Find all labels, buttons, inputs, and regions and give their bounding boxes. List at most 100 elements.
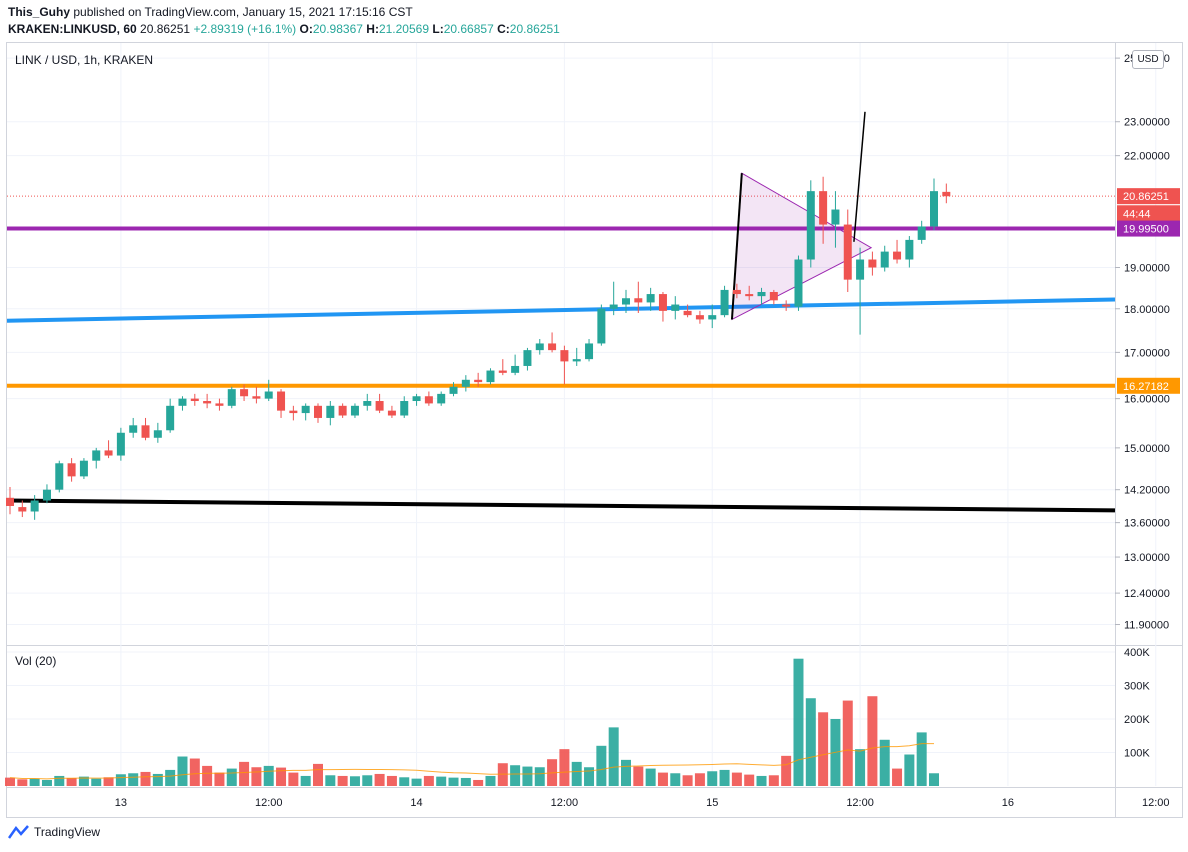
volume-bar	[263, 765, 274, 786]
price-tick-label: 18.00000	[1124, 304, 1170, 316]
candle-body	[424, 396, 433, 404]
candle-body	[634, 298, 643, 303]
candle-body	[6, 497, 14, 506]
candle-body	[18, 507, 27, 512]
last-price: 20.86251	[140, 22, 191, 36]
price-tick-label: 19.00000	[1124, 263, 1170, 275]
price-tick-label: 23.00000	[1124, 117, 1170, 129]
candle-body	[289, 410, 298, 414]
volume-bar	[867, 696, 878, 786]
volume-bar	[916, 732, 927, 786]
candle-body	[819, 191, 828, 225]
volume-bar	[744, 774, 755, 786]
volume-bar	[140, 771, 151, 786]
candle-body	[338, 405, 347, 416]
time-tick-label: 14	[410, 797, 422, 809]
price-tick-label: 16.00000	[1124, 394, 1170, 406]
volume-bar	[115, 774, 126, 786]
volume-bar	[497, 763, 508, 786]
footer-brand[interactable]: TradingView	[8, 824, 100, 840]
price-tick-label: 15.00000	[1124, 443, 1170, 455]
volume-bar	[66, 777, 77, 786]
black-trend-line	[6, 498, 1116, 513]
volume-bar	[805, 698, 816, 786]
volume-bar	[448, 777, 459, 786]
volume-bar	[731, 772, 742, 786]
candle-body	[461, 379, 470, 387]
volume-bar	[473, 779, 484, 786]
volume-bar	[855, 749, 866, 786]
chart-frame	[6, 42, 1183, 818]
high-value: 21.20569	[378, 22, 430, 36]
volume-bar	[768, 775, 779, 786]
candle-body	[498, 370, 507, 373]
candle-body	[782, 304, 791, 307]
candle-body	[511, 365, 520, 373]
volume-tick-label: 200K	[1124, 714, 1150, 726]
volume-bar	[91, 778, 102, 786]
volume-bar	[559, 749, 570, 786]
price-tick-label: 17.00000	[1124, 347, 1170, 359]
volume-bars	[5, 658, 939, 786]
candle-body	[720, 289, 729, 316]
volume-bar	[128, 773, 139, 786]
volume-bar	[152, 773, 163, 786]
ohlc-values: O:20.98367 H:21.20569 L:20.66857 C:20.86…	[299, 22, 560, 36]
price-label-text: 16.27182	[1123, 381, 1169, 393]
volume-bar	[793, 658, 804, 786]
brand-name: TradingView	[34, 825, 101, 839]
candle-body	[412, 396, 421, 402]
volume-tick-label: 400K	[1124, 647, 1150, 659]
candle-body	[671, 304, 680, 311]
volume-bar	[904, 754, 915, 786]
candle-body	[153, 430, 162, 438]
breakout-projection-line	[853, 111, 866, 242]
volume-bar	[596, 745, 607, 786]
candle-body	[227, 389, 236, 406]
volume-bar	[707, 771, 718, 786]
volume-bar	[337, 775, 348, 786]
candle-body	[597, 308, 606, 344]
candle-body	[893, 251, 902, 260]
candle-body	[683, 310, 692, 316]
price-label-text: 20.86251	[1123, 191, 1169, 203]
currency-button[interactable]: USD	[1132, 50, 1164, 69]
low-value: 20.66857	[443, 22, 494, 36]
volume-bar	[276, 767, 287, 786]
time-tick-label: 12:00	[846, 797, 874, 809]
candle-body	[646, 294, 655, 303]
candle-body	[116, 432, 125, 456]
candle-body	[30, 500, 39, 512]
candle-body	[880, 251, 889, 268]
axes: 25.0000023.0000022.0000019.0000018.00000…	[115, 53, 1180, 809]
candle-body	[917, 226, 926, 240]
candle-body	[363, 401, 372, 406]
candle-body	[387, 410, 396, 416]
price-tick-label: 11.90000	[1124, 620, 1169, 632]
price-label-text: 19.99500	[1123, 224, 1169, 236]
volume-tick-label: 300K	[1124, 681, 1150, 693]
volume-bar	[436, 776, 447, 786]
candle-body	[301, 405, 310, 414]
volume-bar	[657, 772, 668, 786]
candle-body	[658, 294, 667, 311]
candle-body	[277, 391, 286, 411]
blue-trend-line	[6, 297, 1116, 323]
author-name[interactable]: This_Guhy	[8, 5, 71, 19]
price-label-box	[1117, 188, 1180, 205]
candle-body	[104, 450, 113, 456]
volume-bar	[251, 767, 262, 786]
volume-bar	[929, 773, 939, 786]
candle-body	[806, 191, 815, 260]
volume-label: Vol (20)	[15, 654, 57, 668]
candle-body	[92, 450, 101, 461]
volume-tick-label: 100K	[1124, 748, 1150, 760]
candle-body	[523, 350, 532, 366]
volume-bar	[571, 761, 582, 786]
price-tick-label: 22.00000	[1124, 151, 1170, 163]
price-label-box	[1117, 205, 1180, 222]
publish-line: This_Guhy published on TradingView.com, …	[8, 5, 413, 19]
candle-body	[326, 405, 335, 418]
time-tick-label: 15	[706, 797, 718, 809]
